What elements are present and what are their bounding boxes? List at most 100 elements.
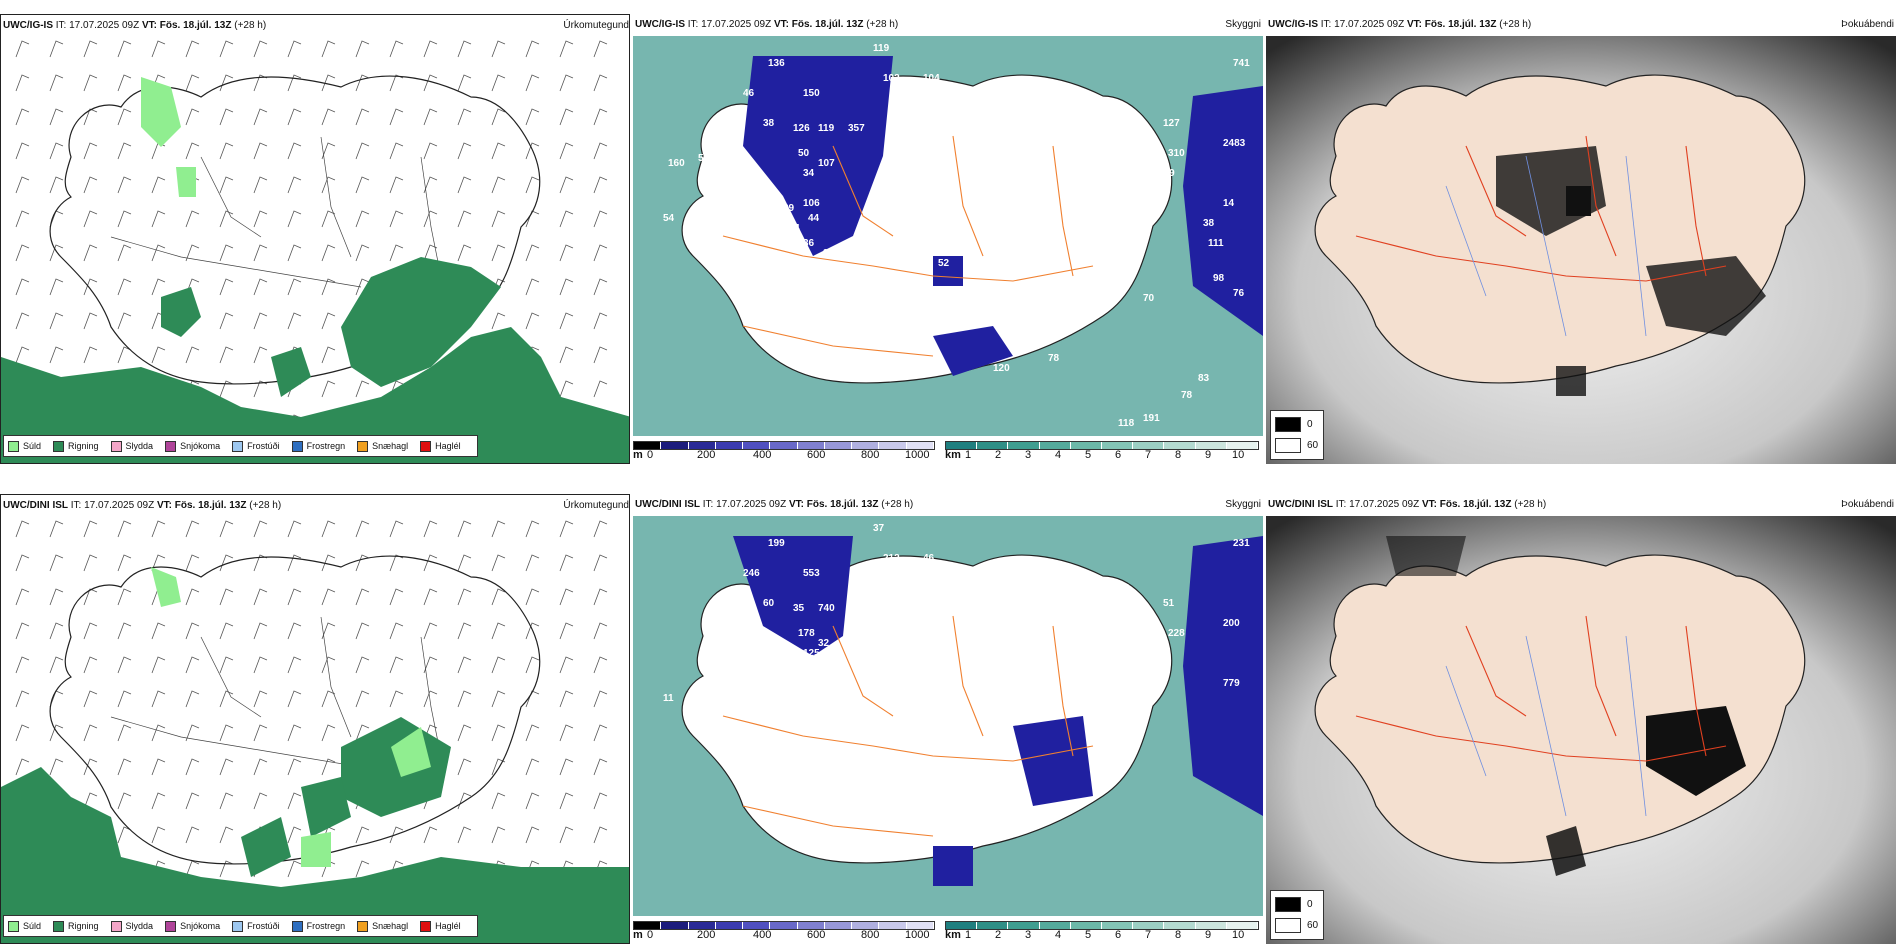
ceiling-value-label: 310 bbox=[1168, 148, 1185, 159]
wind-barb bbox=[423, 210, 438, 228]
wind-barb bbox=[593, 554, 608, 572]
wind-barb bbox=[185, 210, 200, 228]
wind-barb bbox=[15, 690, 30, 708]
wind-barb bbox=[49, 74, 64, 92]
wind-barb bbox=[219, 520, 234, 538]
wind-barb bbox=[15, 244, 30, 262]
wind-barb bbox=[321, 588, 336, 606]
wind-barb bbox=[15, 40, 30, 58]
ceiling-value-label: 127 bbox=[1163, 118, 1180, 129]
legend-swatch bbox=[420, 440, 432, 452]
wind-barb bbox=[389, 74, 404, 92]
wind-barb bbox=[219, 108, 234, 126]
init-time: IT: 17.07.2025 09Z bbox=[1320, 19, 1405, 30]
cloud-base-tick: 200 bbox=[697, 929, 716, 941]
legend-label: Rigning bbox=[68, 441, 99, 451]
wind-barb bbox=[219, 826, 234, 844]
wind-barb bbox=[253, 40, 268, 58]
wind-barb bbox=[525, 690, 540, 708]
ceiling-value-label: 52 bbox=[893, 603, 905, 614]
panel-title: Skyggni bbox=[1225, 19, 1261, 30]
ceiling-value-label: 44 bbox=[808, 213, 820, 224]
wind-barb bbox=[287, 142, 302, 160]
cloud-base-unit: m bbox=[633, 449, 643, 461]
wind-barb bbox=[355, 142, 370, 160]
wind-barb bbox=[321, 758, 336, 776]
road-network bbox=[110, 136, 442, 288]
legend-item: Snjókoma bbox=[165, 920, 220, 932]
wind-barb bbox=[457, 758, 472, 776]
cloud-base-tick: 600 bbox=[807, 929, 826, 941]
ceiling-value-label: 54 bbox=[663, 213, 675, 224]
wind-barb bbox=[457, 40, 472, 58]
cloud-base-unit: m bbox=[633, 929, 643, 941]
wind-barb bbox=[151, 826, 166, 844]
fog-index-panel-top: UWC/IG-IS IT: 17.07.2025 09Z VT: Fös. 18… bbox=[1266, 14, 1896, 464]
legend-label: Haglél bbox=[435, 441, 461, 451]
wind-barb bbox=[423, 826, 438, 844]
wind-barb bbox=[389, 210, 404, 228]
wind-barb bbox=[491, 108, 506, 126]
wind-barb bbox=[151, 40, 166, 58]
ceiling-value-label: 83 bbox=[1198, 373, 1210, 384]
ceiling-value-label: 212 bbox=[883, 553, 900, 564]
wind-barb bbox=[355, 380, 370, 398]
ceiling-value-label: 118 bbox=[1118, 418, 1135, 429]
wind-barb bbox=[287, 690, 302, 708]
fog-index-legend: 0 60 bbox=[1270, 890, 1324, 940]
wind-barb bbox=[321, 724, 336, 742]
wind-barb bbox=[185, 826, 200, 844]
visibility-colorbar-scale bbox=[945, 441, 1259, 450]
wind-barb bbox=[559, 278, 574, 296]
low-cloud-areas bbox=[733, 536, 1263, 886]
legend-item: Súld bbox=[8, 920, 41, 932]
ceiling-value-label: 99 bbox=[803, 678, 815, 689]
visibility-tick: 1 bbox=[965, 929, 972, 941]
wind-barb bbox=[559, 826, 574, 844]
wind-barb bbox=[287, 588, 302, 606]
wind-barb bbox=[151, 758, 166, 776]
ceiling-value-label: 104 bbox=[923, 73, 940, 84]
lead-time: (+28 h) bbox=[866, 19, 899, 30]
wind-barb bbox=[491, 724, 506, 742]
wind-barb bbox=[559, 40, 574, 58]
wind-barb bbox=[593, 690, 608, 708]
fog-legend-swatch bbox=[1275, 438, 1301, 453]
wind-barb bbox=[321, 346, 336, 364]
wind-barb bbox=[15, 622, 30, 640]
wind-barb bbox=[559, 690, 574, 708]
wind-barb bbox=[15, 312, 30, 330]
wind-barb bbox=[253, 142, 268, 160]
init-time: IT: 17.07.2025 09Z bbox=[702, 499, 787, 510]
ceiling-value-label: 55 bbox=[1118, 583, 1130, 594]
wind-barb bbox=[219, 380, 234, 398]
wind-barb bbox=[253, 656, 268, 674]
wind-barb bbox=[525, 656, 540, 674]
valid-time: Fös. 18.júl. 13Z bbox=[1424, 19, 1497, 30]
wind-barb bbox=[253, 244, 268, 262]
wind-barb bbox=[83, 554, 98, 572]
ceiling-value-label: 35 bbox=[793, 603, 805, 614]
ceiling-value-label: 14 bbox=[1223, 198, 1235, 209]
wind-barb bbox=[593, 176, 608, 194]
visibility-tick: 5 bbox=[1085, 449, 1092, 461]
ceiling-value-label: 36 bbox=[803, 238, 815, 249]
fog-legend-swatch bbox=[1275, 897, 1301, 912]
wind-barb bbox=[423, 690, 438, 708]
wind-barb bbox=[355, 554, 370, 572]
wind-barb bbox=[491, 312, 506, 330]
fog-legend-value: 0 bbox=[1307, 419, 1313, 430]
ceiling-value-label: 126 bbox=[808, 693, 825, 704]
wind-barb bbox=[593, 792, 608, 810]
wind-barb bbox=[423, 40, 438, 58]
wind-barb bbox=[15, 588, 30, 606]
wind-barb bbox=[287, 74, 302, 92]
legend-swatch bbox=[110, 920, 122, 932]
ceiling-value-label: 11 bbox=[763, 193, 774, 204]
wind-barb bbox=[253, 758, 268, 776]
wind-barb bbox=[49, 554, 64, 572]
cloud-base-tick: 0 bbox=[647, 449, 654, 461]
wind-barb bbox=[151, 724, 166, 742]
ceiling-value-label: 78 bbox=[1181, 390, 1193, 401]
